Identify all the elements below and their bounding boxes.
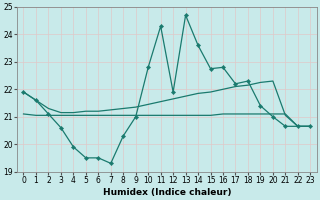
X-axis label: Humidex (Indice chaleur): Humidex (Indice chaleur) (103, 188, 231, 197)
